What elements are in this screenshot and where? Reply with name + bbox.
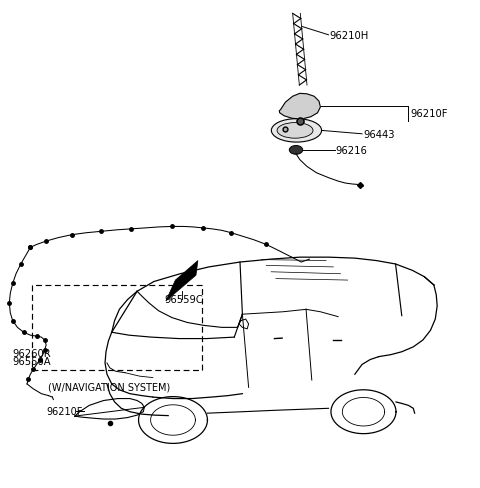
Polygon shape	[279, 94, 321, 120]
Polygon shape	[166, 261, 198, 302]
Ellipse shape	[289, 146, 303, 155]
Text: 96210F: 96210F	[46, 406, 83, 416]
Text: 96210F: 96210F	[410, 109, 447, 119]
Text: 96216: 96216	[336, 145, 368, 156]
Text: 96559C: 96559C	[164, 294, 203, 305]
Text: 96443: 96443	[363, 129, 395, 140]
Text: 96260R: 96260R	[12, 348, 51, 359]
Text: 96550A: 96550A	[12, 357, 51, 367]
Text: (W/NAVIGATION SYSTEM): (W/NAVIGATION SYSTEM)	[48, 382, 170, 391]
Text: 96210H: 96210H	[329, 31, 369, 41]
Ellipse shape	[271, 120, 322, 143]
Ellipse shape	[277, 123, 313, 139]
